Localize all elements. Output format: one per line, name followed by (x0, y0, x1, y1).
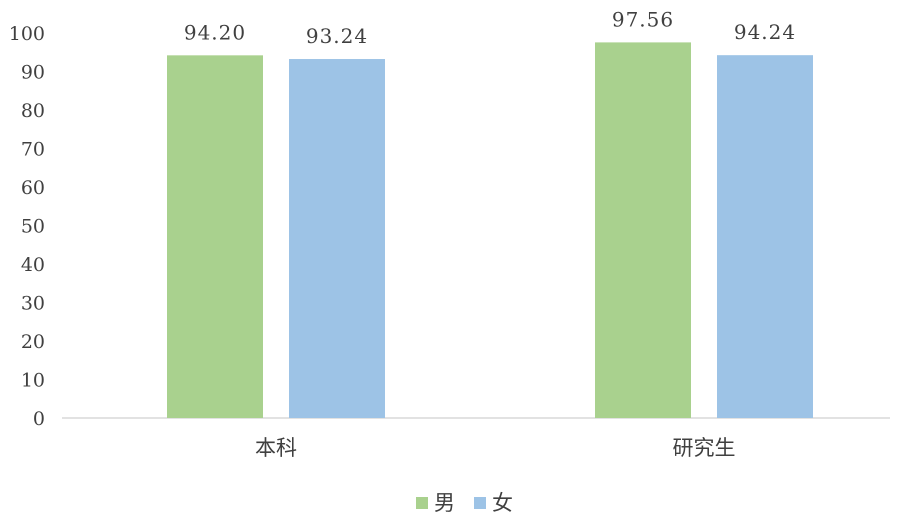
y-axis: 0 10 20 30 40 50 60 70 80 90 100 (9, 23, 45, 430)
data-label: 94.20 (184, 20, 246, 44)
category-label: 研究生 (673, 436, 736, 460)
y-tick-label: 70 (21, 139, 45, 161)
bar-female-graduate (717, 55, 813, 419)
data-labels-group: 94.20 93.24 97.56 94.24 (184, 7, 796, 48)
legend-label: 男 (434, 491, 455, 514)
legend-swatch (416, 497, 428, 509)
legend-label: 女 (492, 491, 513, 514)
data-label: 93.24 (306, 24, 368, 48)
y-tick-label: 100 (9, 23, 45, 45)
y-tick-label: 20 (21, 331, 45, 353)
bar-male-undergrad (167, 55, 263, 419)
y-tick-label: 80 (21, 100, 45, 122)
category-label: 本科 (255, 436, 297, 460)
y-tick-label: 50 (21, 216, 45, 238)
y-tick-label: 30 (21, 293, 45, 315)
y-tick-label: 90 (21, 62, 45, 84)
legend-swatch (474, 497, 486, 509)
y-tick-label: 0 (33, 408, 45, 430)
bar-male-graduate (595, 42, 691, 418)
y-tick-label: 60 (21, 177, 45, 199)
data-label: 97.56 (612, 7, 674, 31)
bars-group (167, 42, 813, 419)
y-tick-label: 10 (21, 370, 45, 392)
legend: 男女 (416, 491, 513, 514)
bar-female-undergrad (289, 59, 385, 418)
y-tick-label: 40 (21, 254, 45, 276)
data-label: 94.24 (734, 20, 796, 44)
category-labels-group: 本科 研究生 (255, 436, 736, 460)
